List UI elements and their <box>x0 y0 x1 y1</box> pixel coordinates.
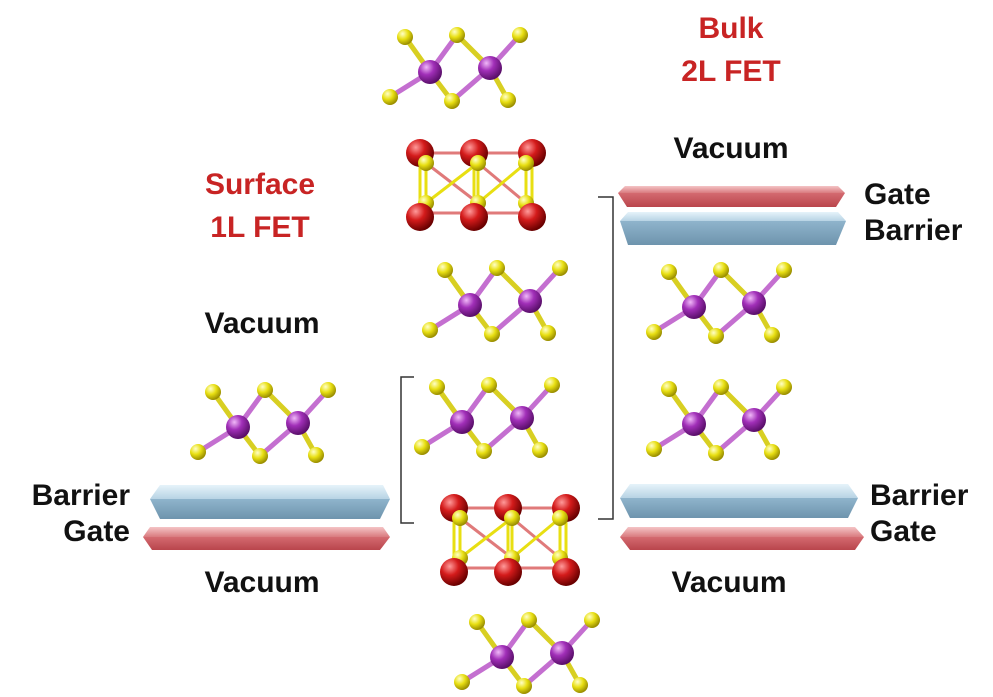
label-gate-right: Gate <box>870 515 937 548</box>
label-2l-fet: 2L FET <box>681 55 780 88</box>
bracket-2l <box>598 196 614 520</box>
label-barrier-top-right: Barrier <box>864 214 963 247</box>
barrier-slab-left <box>150 485 390 519</box>
label-vacuum-mid-left: Vacuum <box>204 307 319 340</box>
mx2-layer-center-2 <box>414 377 560 459</box>
mx2-layer-right-1 <box>646 262 792 344</box>
label-bulk: Bulk <box>698 12 763 45</box>
label-vacuum-top-right: Vacuum <box>673 132 788 165</box>
oxide-block-upper <box>404 137 548 233</box>
barrier-slab-top-right <box>620 212 846 245</box>
gate-slab-left <box>143 527 390 550</box>
label-vacuum-bottom-right: Vacuum <box>671 566 786 599</box>
mx2-layer-bottom <box>454 612 600 694</box>
label-1l-fet: 1L FET <box>210 211 309 244</box>
mx2-layer-top <box>382 27 528 109</box>
gate-slab-right <box>620 527 864 550</box>
label-barrier-right: Barrier <box>870 479 969 512</box>
barrier-slab-right <box>620 484 858 518</box>
label-surface: Surface <box>205 168 315 201</box>
mx2-layer-right-2 <box>646 379 792 461</box>
gate-slab-top-right <box>618 186 845 207</box>
label-gate-left: Gate <box>63 515 130 548</box>
oxide-block-lower <box>438 492 582 588</box>
label-vacuum-bottom-left: Vacuum <box>204 566 319 599</box>
label-barrier-left: Barrier <box>32 479 131 512</box>
mx2-layer-left <box>190 382 336 464</box>
bracket-1l <box>400 376 414 524</box>
mx2-layer-center-1 <box>422 260 568 342</box>
label-gate-top-right: Gate <box>864 178 931 211</box>
